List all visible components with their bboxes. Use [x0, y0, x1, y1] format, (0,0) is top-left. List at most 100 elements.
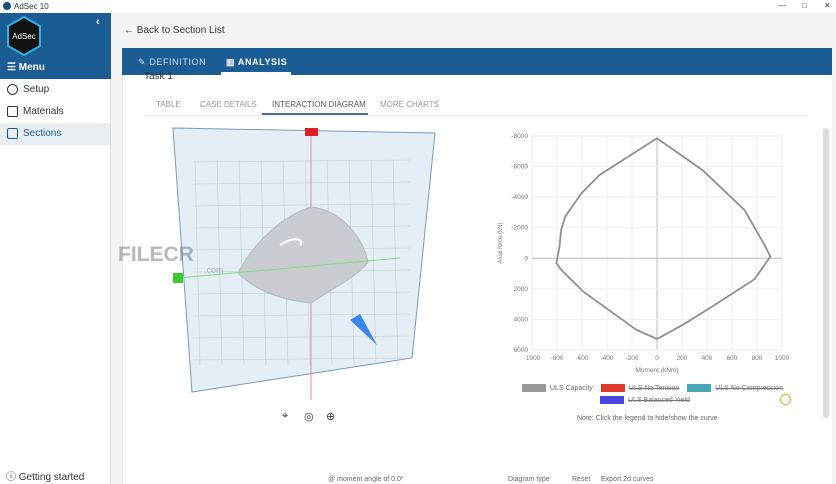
svg-text:AdSec: AdSec [12, 32, 36, 41]
series-line-uls-capacity [555, 137, 772, 340]
y-tick-label: -4000 [511, 194, 528, 201]
grid-line [392, 159, 399, 366]
reset-button[interactable]: Reset [572, 476, 591, 483]
y-tick-label: 2000 [514, 286, 529, 293]
active-tab-indicator [221, 72, 291, 75]
horizontal-axis-handle[interactable] [173, 273, 183, 283]
arrow-left-icon: ← [124, 25, 137, 36]
legend-item-uls-no-compression[interactable]: ULS No Compression [715, 384, 783, 392]
horizontal-axis [177, 257, 401, 279]
grid-line [192, 335, 411, 339]
title-bar: AdSec 10 — □ ✕ [0, 0, 836, 13]
window-title: AdSec 10 [14, 2, 49, 11]
sections-icon [7, 128, 18, 139]
depth-axis-handle[interactable] [350, 314, 377, 345]
legend-item-uls-capacity[interactable]: ULS Capacity [550, 384, 593, 392]
maximize-button[interactable]: □ [802, 1, 807, 10]
sidebar-item-setup[interactable]: Setup [0, 79, 110, 101]
grid-line [238, 159, 245, 366]
x-tick-label: 400 [702, 355, 713, 362]
subtab-table[interactable]: TABLE [156, 100, 181, 109]
y-tick-label: -2000 [511, 225, 528, 232]
back-to-section-list-link[interactable]: ← Back to Section List [124, 25, 225, 36]
adsec-logo: AdSec [7, 16, 41, 56]
sidebar-item-label: Materials [23, 106, 64, 117]
grid-line [192, 357, 411, 361]
getting-started-label: Getting started [18, 472, 85, 483]
watermark-sub: .com [204, 265, 224, 275]
chart-legend-row2: ULS Balanced Yield [600, 396, 690, 404]
chart-legend: ULS Capacity ULS No Tension ULS No Compr… [522, 384, 783, 392]
sidebar-item-sections[interactable]: Sections [0, 123, 110, 145]
grid-line [370, 159, 377, 366]
diagram-type-select[interactable]: Diagram type [508, 476, 550, 483]
vertical-axis-handle[interactable] [305, 128, 318, 136]
legend-swatch [600, 384, 625, 392]
sidebar-item-materials[interactable]: Materials [0, 101, 110, 123]
back-label: Back to Section List [136, 25, 225, 36]
tab-analysis[interactable]: ▥ ANALYSIS [226, 57, 287, 68]
x-tick-label: -400 [600, 355, 613, 362]
subtab-interaction-diagram[interactable]: INTERACTION DIAGRAM [272, 100, 366, 109]
interaction-surface [237, 206, 369, 304]
menu-button[interactable]: ☰ Menu [7, 62, 45, 73]
moment-angle-control[interactable]: @ moment angle of 0.0° [328, 476, 404, 483]
grid-line [192, 203, 411, 207]
x-tick-label: -600 [575, 355, 588, 362]
move-icon[interactable]: ⌖ [282, 410, 289, 422]
info-icon[interactable] [780, 394, 791, 405]
x-tick-label: -800 [550, 355, 563, 362]
y-tick-label: 0 [524, 255, 528, 262]
minimize-button[interactable]: — [778, 1, 786, 10]
grid-line [194, 159, 201, 366]
sidebar: AdSec ‹ ☰ Menu Setup Materials Sections … [0, 13, 111, 484]
orbit-icon[interactable]: ◎ [304, 411, 314, 423]
watermark: FILECR [118, 243, 194, 266]
x-tick-label: 600 [727, 355, 738, 362]
grid-line [192, 313, 411, 317]
grid-line [192, 159, 411, 163]
help-icon: ⓘ [6, 472, 19, 483]
hamburger-icon: ☰ [7, 62, 19, 73]
subtab-more-charts[interactable]: MORE CHARTS [380, 100, 439, 109]
pencil-icon: ✎ [138, 57, 150, 67]
sidebar-header: AdSec ‹ ☰ Menu [0, 13, 111, 79]
tab-definition[interactable]: ✎ DEFINITION [138, 57, 206, 68]
main-tab-bar: ✎ DEFINITION ▥ ANALYSIS [122, 48, 832, 75]
legend-swatch [687, 384, 712, 392]
gear-icon [7, 84, 18, 95]
x-tick-label: -1000 [524, 355, 541, 362]
close-button[interactable]: ✕ [824, 1, 831, 10]
x-tick-label: -200 [625, 355, 638, 362]
x-tick-label: 200 [677, 355, 688, 362]
grid-line [216, 159, 223, 366]
materials-icon [7, 106, 18, 117]
scrollbar[interactable] [823, 128, 829, 418]
grid-line [192, 181, 411, 185]
y-axis-label: Axial force (kN) [498, 222, 504, 263]
x-tick-label: 1000 [775, 355, 790, 362]
x-tick-label: 800 [752, 355, 763, 362]
y-tick-label: -8000 [511, 133, 528, 140]
chart-note: Note: Click the legend to hide/show the … [577, 415, 718, 422]
3d-interaction-viewer[interactable] [140, 120, 460, 410]
app-icon [3, 2, 11, 10]
active-subtab-indicator [262, 113, 368, 115]
y-tick-label: 6000 [514, 347, 529, 354]
tab-label: ANALYSIS [237, 57, 288, 67]
surface-highlight [279, 238, 303, 246]
subtab-case-details[interactable]: CASE DETAILS [200, 100, 257, 109]
y-tick-label: -6000 [511, 164, 528, 171]
sidebar-item-label: Sections [23, 128, 62, 139]
collapse-sidebar-button[interactable]: ‹ [96, 16, 100, 28]
sidebar-item-label: Setup [23, 84, 50, 95]
y-tick-label: 4000 [514, 316, 529, 323]
getting-started-link[interactable]: ⓘ Getting started [6, 468, 84, 483]
legend-item-uls-balanced-yield[interactable]: ULS Balanced Yield [628, 396, 690, 404]
task-title: Task 1 [144, 71, 173, 82]
export-2d-curves-button[interactable]: Export 2d curves [601, 476, 654, 483]
legend-item-uls-no-tension[interactable]: ULS No Tension [628, 384, 680, 392]
tab-label: DEFINITION [149, 57, 207, 67]
interaction-chart: -1000 -800 -600 -400 -200 0 200 400 600 800 1000-8… [498, 133, 790, 374]
globe-icon[interactable]: ⊕ [326, 411, 336, 423]
